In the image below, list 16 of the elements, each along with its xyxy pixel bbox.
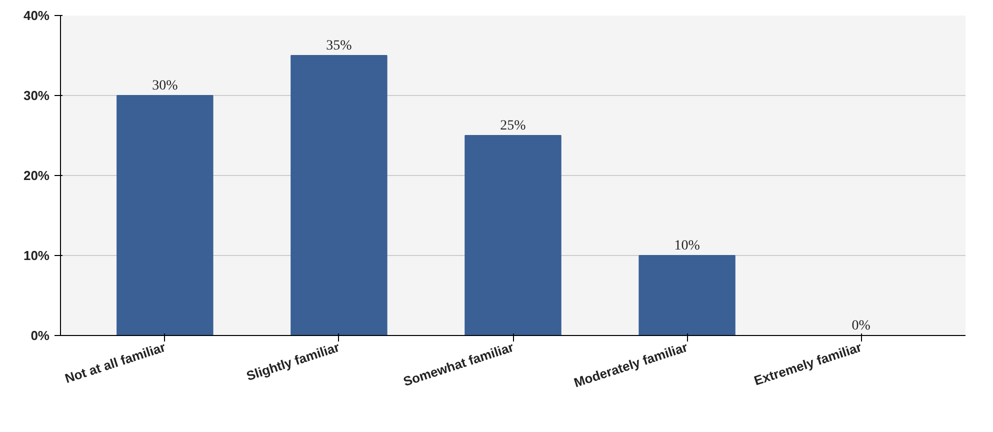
y-tick-label: 40% [23,8,50,23]
bar [464,135,562,336]
data-label: 30% [152,78,178,94]
x-tick-label: Not at all familiar [62,339,168,386]
bar [290,55,388,336]
x-tick-label: Slightly familiar [244,339,342,384]
y-tick-label: 30% [23,88,50,103]
y-tick-label: 20% [23,168,50,183]
bar [116,95,214,336]
data-label: 25% [500,118,526,134]
data-label: 0% [852,318,871,334]
data-label: 10% [674,238,700,254]
data-label: 35% [326,38,352,54]
bar [638,255,736,336]
y-tick-label: 10% [23,248,50,263]
y-tick-label: 0% [30,328,50,343]
